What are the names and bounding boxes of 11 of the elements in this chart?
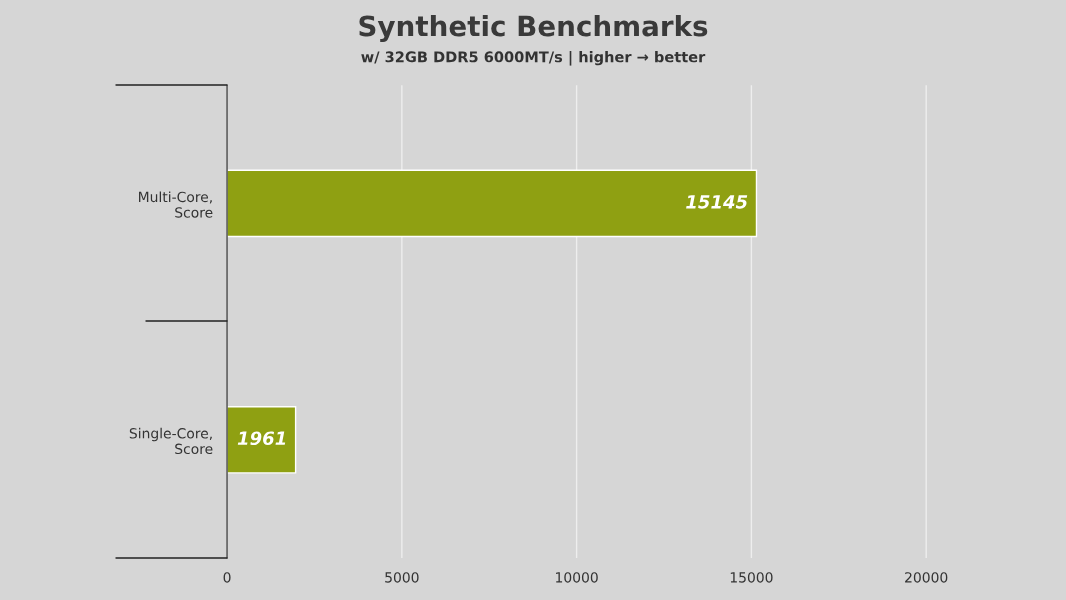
y-tick-label: Multi-Core, Score — [139, 191, 213, 218]
x-tick-label: 15000 — [730, 572, 773, 583]
chart-subtitle: w/ 32GB DDR5 6000MT/s | higher → better — [361, 51, 706, 66]
x-tick-label: 10000 — [556, 572, 598, 583]
x-tick-label: 20000 — [905, 572, 948, 583]
y-tick-label: Single-Core, Score — [129, 427, 213, 455]
x-tick-label: 0 — [223, 572, 231, 583]
data-label: 15145 — [686, 195, 748, 209]
chart-title: Synthetic Benchmarks — [359, 15, 708, 43]
x-tick-label: 5000 — [385, 572, 419, 583]
data-label: 1961 — [237, 431, 286, 446]
